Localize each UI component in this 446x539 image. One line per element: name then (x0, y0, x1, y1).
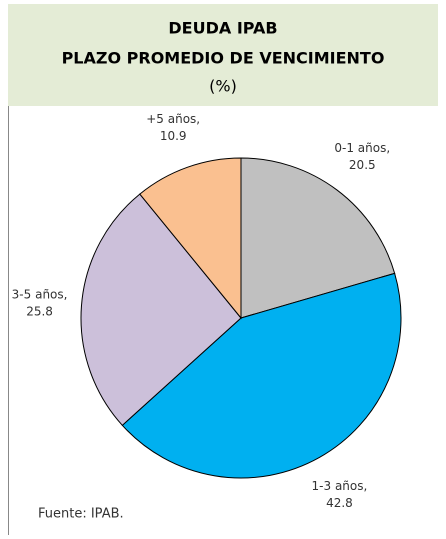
pie-slice (240, 157, 396, 319)
slice-label: 1-3 años, (312, 479, 368, 493)
slice-label: +5 años, (146, 112, 200, 126)
chart-title: DEUDA IPAB (168, 19, 277, 38)
value-label: 20.5 (349, 158, 376, 172)
chart-title: (%) (209, 77, 237, 96)
value-label: 42.8 (326, 496, 353, 510)
chart-title: PLAZO PROMEDIO DE VENCIMIENTO (62, 49, 385, 68)
pie-slice (121, 272, 402, 479)
value-label: 10.9 (160, 129, 187, 143)
slice-label: 0-1 años, (334, 141, 390, 155)
title-box (8, 4, 438, 106)
slice-label: 3-5 años, (12, 287, 68, 301)
value-label: 25.8 (26, 304, 53, 318)
pie-slice (139, 157, 242, 320)
pie-slice (80, 193, 242, 427)
source-note: Fuente: IPAB. (38, 507, 124, 522)
